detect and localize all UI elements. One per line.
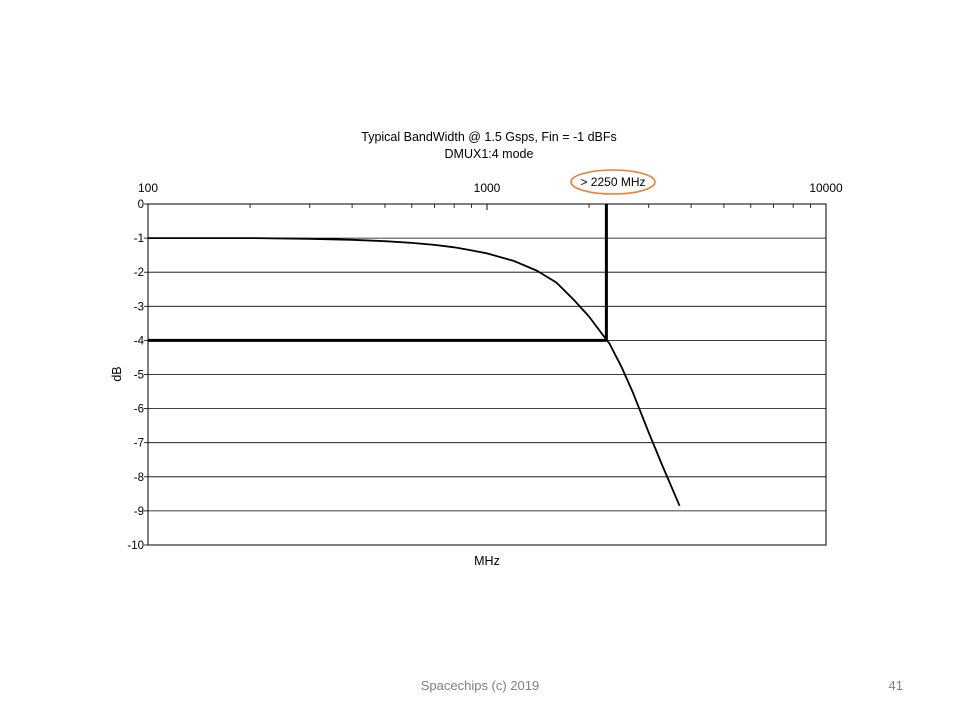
x-tick-labels: 100 1000 10000: [138, 181, 843, 195]
x-axis-label: MHz: [474, 554, 500, 568]
x-tick-label: 10000: [809, 181, 843, 195]
y-tick-label: -5: [134, 370, 144, 382]
bandwidth-markers: [148, 204, 608, 342]
slide-number: 41: [888, 678, 903, 693]
y-axis-label: dB: [110, 366, 124, 381]
footer-text: Spacechips (c) 2019: [420, 678, 540, 693]
y-tick-label: -9: [134, 506, 144, 518]
chart-title: Typical BandWidth @ 1.5 Gsps, Fin = -1 d…: [361, 130, 617, 144]
y-tick-label: 0: [138, 199, 144, 211]
y-tick-label: -8: [134, 472, 144, 484]
y-tick-labels: 0 -1 -2 -3 -4 -5 -6 -7 -8 -9 -10: [127, 199, 144, 552]
slide-footer: Spacechips (c) 2019 41: [0, 678, 960, 698]
bandwidth-curve: [148, 237, 681, 507]
gridlines: [144, 203, 826, 546]
y-tick-label: -4: [134, 335, 145, 347]
chart-subtitle: DMUX1:4 mode: [445, 147, 534, 161]
plot-frame: [147, 203, 827, 546]
y-tick-label: -3: [134, 301, 144, 313]
x-tick-label: 100: [138, 181, 158, 195]
annotation-highlight-ellipse: [570, 169, 656, 195]
y-tick-label: -10: [127, 540, 144, 552]
minor-ticks: [147, 204, 827, 210]
annotation-label: > 2250 MHz: [580, 175, 645, 189]
y-tick-label: -2: [134, 267, 144, 279]
y-tick-label: -1: [134, 233, 144, 245]
y-tick-label: -7: [134, 438, 144, 450]
x-tick-label: 1000: [474, 181, 501, 195]
series-layer: [148, 237, 681, 507]
y-tick-label: -6: [134, 404, 144, 416]
